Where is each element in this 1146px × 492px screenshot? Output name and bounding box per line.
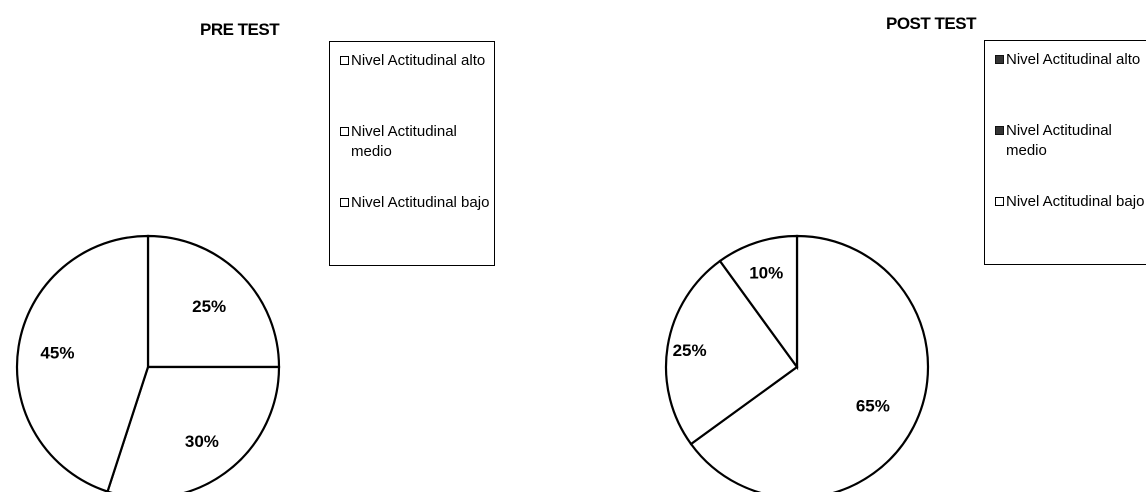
pre-test-data-label-3: 45% — [40, 344, 74, 363]
legend-swatch-alto — [995, 55, 1004, 64]
post-test-data-label-1: 65% — [856, 397, 890, 416]
post-test-data-label-2: 25% — [673, 341, 707, 360]
legend-label: Nivel Actitudinal bajo — [351, 194, 490, 211]
pie-chart-pre-test: 25% 30% 45% — [15, 234, 281, 492]
legend-swatch-bajo — [995, 197, 1004, 206]
pre-test-slice-1 — [146, 234, 281, 369]
legend-label: Nivel Actitudinal alto — [1006, 51, 1141, 68]
pre-test-slice-2 — [106, 365, 281, 492]
legend-item-bajo: Nivel Actitudinal bajo — [340, 193, 490, 213]
post-test-slice-2 — [664, 259, 799, 446]
pre-test-data-label-2: 30% — [185, 432, 219, 451]
legend-item-medio: Nivel Actitudinal medio — [340, 122, 490, 162]
chart-title-pre-test: PRE TEST — [200, 20, 280, 39]
legend-label: Nivel Actitudinal bajo — [1006, 193, 1145, 210]
legend-swatch-medio — [995, 126, 1004, 135]
post-test-slice-3 — [718, 234, 799, 371]
legend-swatch-alto — [340, 56, 349, 65]
post-test-slice-1 — [689, 234, 930, 492]
legend-item-bajo: Nivel Actitudinal bajo — [995, 192, 1146, 212]
legend-item-medio: Nivel Actitudinal medio — [995, 121, 1146, 161]
post-test-data-label-3: 10% — [749, 263, 783, 282]
legend-label: Nivel Actitudinal medio — [1006, 122, 1112, 159]
pre-test-slice-3 — [15, 234, 150, 492]
legend-label: Nivel Actitudinal alto — [351, 52, 486, 69]
legend-label: Nivel Actitudinal medio — [351, 123, 457, 160]
legend-swatch-medio — [340, 127, 349, 136]
legend-pre-test: Nivel Actitudinal alto Nivel Actitudinal… — [329, 41, 495, 266]
chart-title-post-test: POST TEST — [886, 14, 976, 33]
pre-test-data-label-1: 25% — [192, 297, 226, 316]
legend-swatch-bajo — [340, 198, 349, 207]
legend-item-alto: Nivel Actitudinal alto — [995, 50, 1146, 70]
legend-item-alto: Nivel Actitudinal alto — [340, 51, 490, 71]
legend-post-test: Nivel Actitudinal alto Nivel Actitudinal… — [984, 40, 1146, 265]
pie-chart-post-test: 65% 25% 10% — [664, 234, 930, 492]
